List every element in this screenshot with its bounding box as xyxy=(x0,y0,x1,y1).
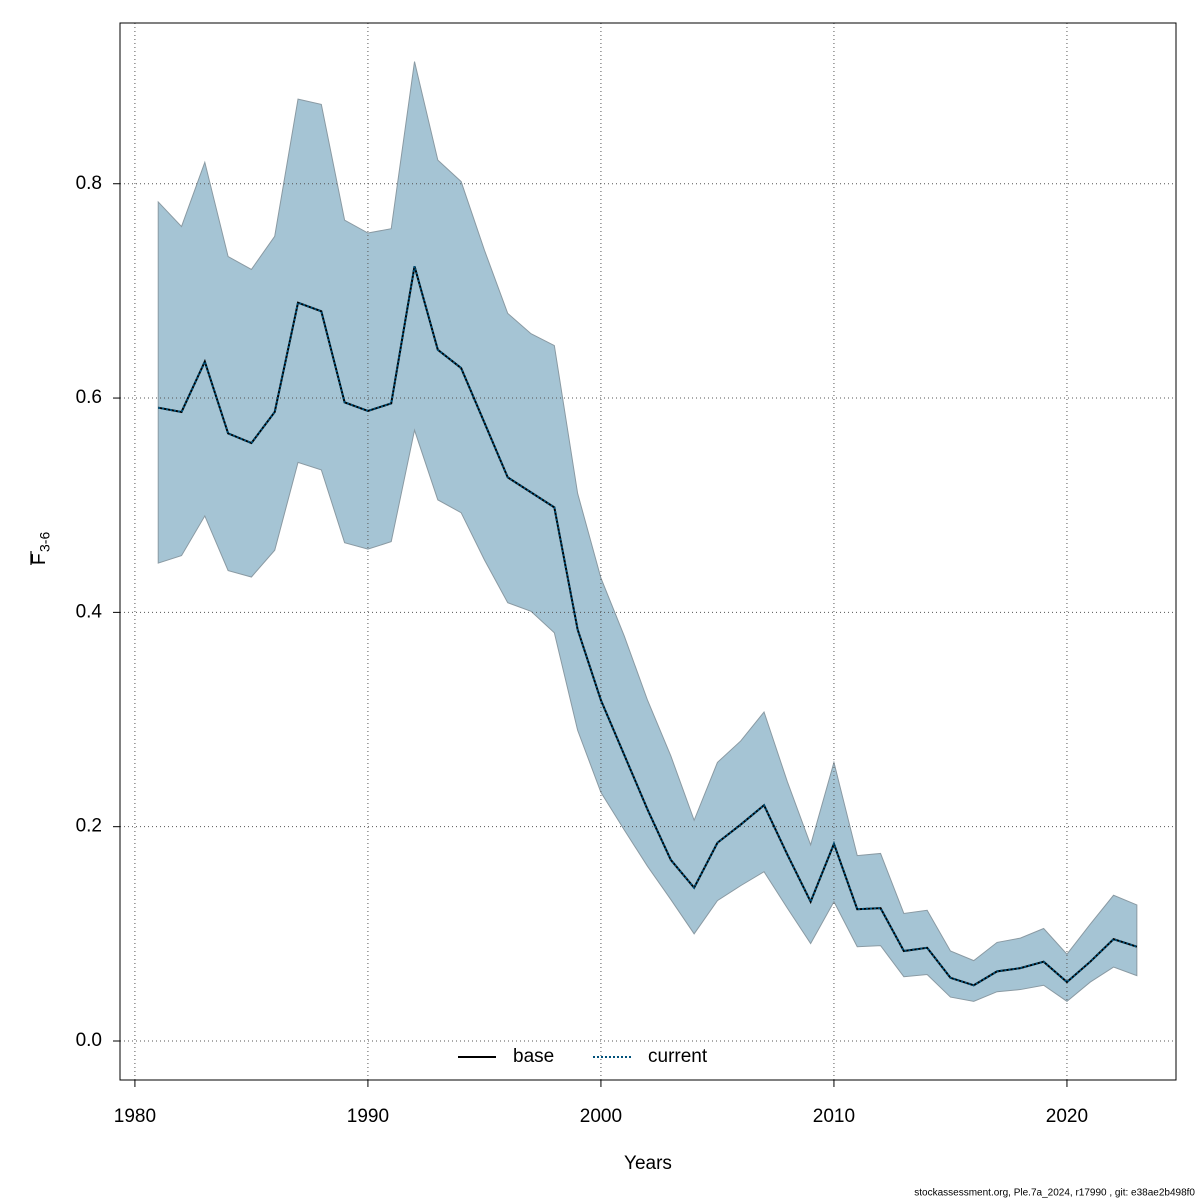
y-tick-label: 0.2 xyxy=(76,816,102,837)
y-tick-label: 0.8 xyxy=(76,173,102,194)
y-tick-label: 0.6 xyxy=(76,387,102,408)
footer: stockassessment.org, Ple.7a_2024, r17990… xyxy=(914,1188,1195,1199)
y-tick-label: 0.4 xyxy=(76,601,103,622)
y-tick-label: 0.0 xyxy=(76,1030,102,1051)
x-tick-label: 1990 xyxy=(347,1106,389,1127)
x-axis-label: Years xyxy=(624,1153,672,1174)
y-axis-label-main: F xyxy=(29,553,50,565)
confidence-band xyxy=(157,61,1138,1002)
plot-frame xyxy=(119,22,1177,1081)
legend-label: current xyxy=(648,1046,708,1067)
x-tick-label: 2010 xyxy=(813,1106,855,1127)
y-axis-label: F 3-6 xyxy=(29,532,53,565)
x-tick-label: 2000 xyxy=(580,1106,622,1127)
x-tick-label: 1980 xyxy=(114,1106,156,1127)
series-line xyxy=(158,265,1138,987)
x-tick-label: 2020 xyxy=(1046,1106,1088,1127)
y-axis-label-sub: 3-6 xyxy=(37,532,53,552)
legend-label: base xyxy=(513,1046,554,1067)
